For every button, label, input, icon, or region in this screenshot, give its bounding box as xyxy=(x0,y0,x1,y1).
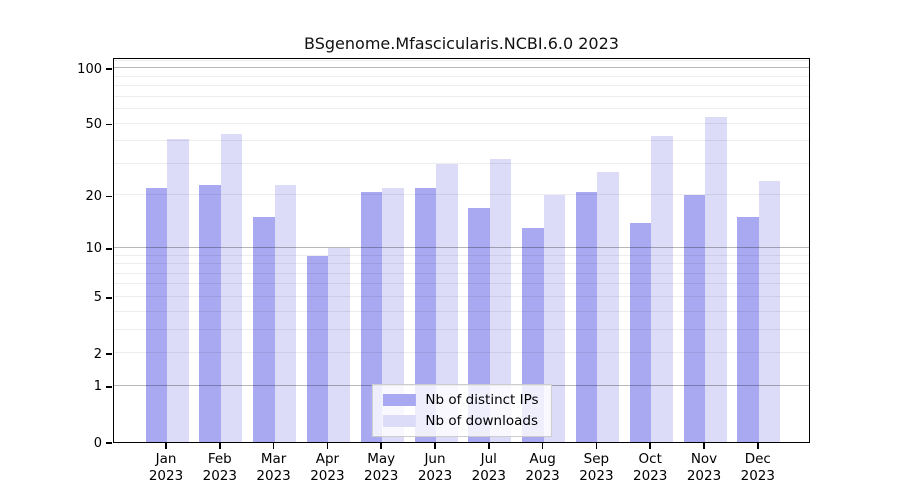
bar-apr-distinct-ips xyxy=(306,255,329,442)
x-tick-sep xyxy=(595,443,598,449)
bar-nov-distinct-ips xyxy=(683,195,705,442)
x-tick-oct xyxy=(649,443,651,449)
x-tick-label-jan: Jan 2023 xyxy=(131,451,201,485)
y-tick-0 xyxy=(106,442,112,444)
bar-jun-downloads xyxy=(436,163,458,442)
x-tick-label-jul: Jul 2023 xyxy=(454,451,524,485)
x-tick-year: 2023 xyxy=(471,468,506,484)
x-tick-label-sep: Sep 2023 xyxy=(561,451,631,485)
x-tick-label-feb: Feb 2023 xyxy=(185,451,255,485)
bar-dec-downloads xyxy=(758,181,781,442)
x-tick-nov xyxy=(703,443,705,449)
x-tick-month: Nov xyxy=(690,451,718,467)
y-tick-20 xyxy=(106,195,112,198)
y-tick-100 xyxy=(106,68,112,70)
x-tick-year: 2023 xyxy=(256,468,291,484)
y-tick-1 xyxy=(106,386,112,388)
x-tick-feb xyxy=(219,443,221,449)
y-tick-label-100: 100 xyxy=(77,61,102,77)
x-tick-year: 2023 xyxy=(525,468,560,484)
x-tick-year: 2023 xyxy=(364,468,399,484)
x-tick-month: Jan xyxy=(155,451,177,467)
y-tick-label-50: 50 xyxy=(85,117,102,133)
x-tick-label-dec: Dec 2023 xyxy=(723,451,793,485)
legend-swatch-downloads xyxy=(382,415,416,427)
x-tick-apr xyxy=(326,443,329,449)
x-tick-month: Jun xyxy=(424,451,446,467)
bar-aug-downloads xyxy=(543,195,566,442)
legend-item-distinct-ips: Nb of distinct IPs xyxy=(382,392,539,408)
x-tick-label-nov: Nov 2023 xyxy=(669,451,739,485)
x-tick-year: 2023 xyxy=(202,468,237,484)
x-tick-aug xyxy=(541,443,544,449)
x-tick-year: 2023 xyxy=(310,468,345,484)
bar-jan-downloads xyxy=(167,139,189,442)
legend: Nb of distinct IPs Nb of downloads xyxy=(371,384,552,437)
chart-title: BSgenome.Mfascicularis.NCBI.6.0 2023 xyxy=(304,34,619,53)
bar-oct-downloads xyxy=(651,135,673,442)
x-tick-year: 2023 xyxy=(579,468,614,484)
x-tick-jun xyxy=(434,443,436,449)
y-tick-label-2: 2 xyxy=(93,346,102,362)
legend-swatch-distinct-ips xyxy=(382,394,416,406)
x-tick-mar xyxy=(272,443,275,449)
y-tick-50 xyxy=(106,123,112,126)
legend-item-downloads: Nb of downloads xyxy=(382,413,538,429)
bar-jan-distinct-ips xyxy=(145,188,167,442)
bar-may-downloads xyxy=(382,188,404,442)
plot-area: Nb of distinct IPs Nb of downloads xyxy=(113,58,810,443)
x-tick-month: Jul xyxy=(480,451,497,467)
bar-mar-downloads xyxy=(274,184,297,442)
bar-jul-distinct-ips xyxy=(468,207,490,442)
x-tick-label-apr: Apr 2023 xyxy=(292,451,362,485)
bar-feb-downloads xyxy=(220,133,243,442)
x-tick-year: 2023 xyxy=(633,468,668,484)
y-tick-10 xyxy=(106,248,112,250)
x-tick-month: May xyxy=(367,451,396,467)
y-tick-label-5: 5 xyxy=(93,290,102,306)
x-tick-year: 2023 xyxy=(417,468,453,484)
bar-sep-distinct-ips xyxy=(575,191,598,442)
x-tick-label-oct: Oct 2023 xyxy=(615,451,685,485)
x-tick-month: Aug xyxy=(529,451,556,467)
y-tick-label-1: 1 xyxy=(93,379,102,395)
y-tick-label-20: 20 xyxy=(85,188,102,204)
y-tick-label-10: 10 xyxy=(85,241,102,257)
x-tick-year: 2023 xyxy=(148,468,184,484)
x-tick-month: Sep xyxy=(583,451,610,467)
x-tick-label-mar: Mar 2023 xyxy=(239,451,309,485)
bar-mar-distinct-ips xyxy=(253,217,275,442)
bar-oct-distinct-ips xyxy=(629,222,652,442)
bar-may-distinct-ips xyxy=(360,191,383,442)
bar-nov-downloads xyxy=(705,117,727,442)
y-tick-label-0: 0 xyxy=(93,435,102,451)
x-tick-dec xyxy=(757,443,759,449)
y-tick-2 xyxy=(106,353,112,355)
x-tick-month: Feb xyxy=(207,451,232,467)
bar-jun-distinct-ips xyxy=(414,188,436,442)
x-tick-year: 2023 xyxy=(740,468,775,484)
x-tick-jul xyxy=(488,443,490,449)
legend-label-distinct-ips: Nb of distinct IPs xyxy=(425,392,539,408)
bar-sep-downloads xyxy=(597,172,619,442)
x-tick-month: Mar xyxy=(260,451,287,467)
x-tick-label-aug: Aug 2023 xyxy=(508,451,578,485)
x-tick-year: 2023 xyxy=(686,468,722,484)
x-tick-label-jun: Jun 2023 xyxy=(400,451,470,485)
bar-jul-downloads xyxy=(489,158,512,442)
legend-label-downloads: Nb of downloads xyxy=(425,413,538,429)
x-tick-may xyxy=(380,443,382,449)
x-tick-month: Apr xyxy=(315,451,340,467)
y-tick-5 xyxy=(106,297,112,299)
x-tick-month: Dec xyxy=(744,451,771,467)
bar-apr-downloads xyxy=(328,247,350,442)
bar-dec-distinct-ips xyxy=(737,217,759,442)
bar-feb-distinct-ips xyxy=(199,184,221,442)
x-tick-label-may: May 2023 xyxy=(346,451,416,485)
x-tick-jan xyxy=(165,443,167,449)
x-tick-month: Oct xyxy=(638,451,662,467)
